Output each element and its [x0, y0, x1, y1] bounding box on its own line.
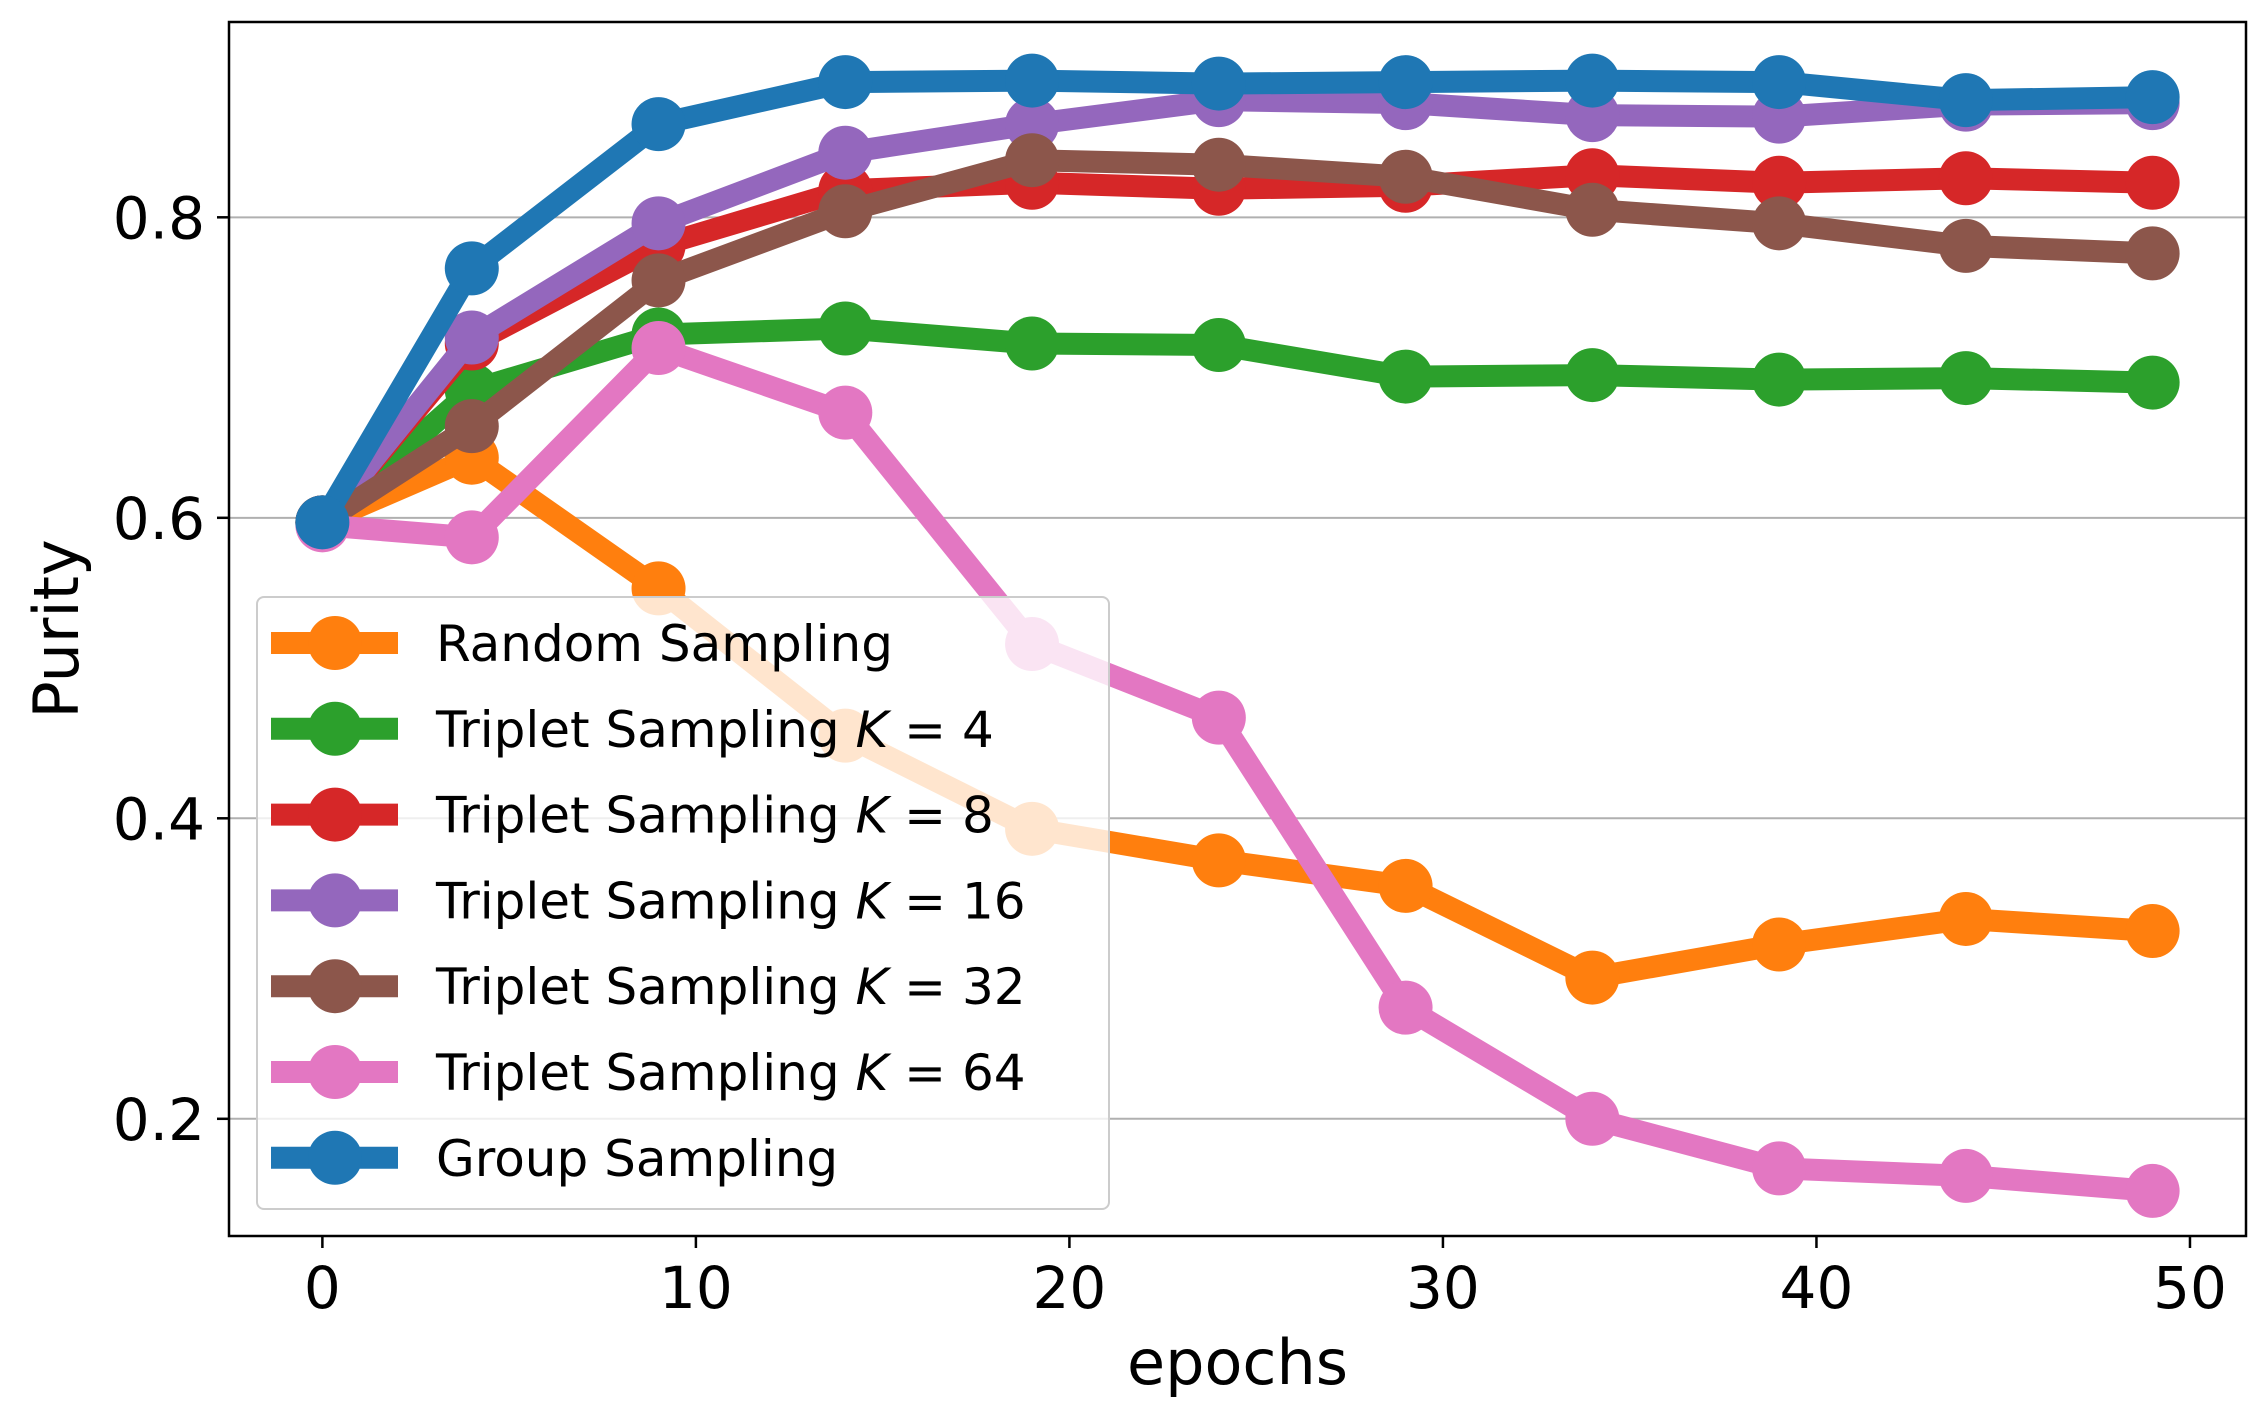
data-point	[1752, 155, 1807, 210]
legend-box	[256, 596, 1110, 1210]
data-point	[2125, 355, 2180, 410]
data-point	[1378, 980, 1433, 1035]
data-point	[818, 385, 873, 440]
data-point	[444, 310, 499, 365]
legend-marker	[308, 787, 362, 842]
axes-frame	[227, 20, 2248, 1238]
data-point	[1005, 316, 1060, 371]
legend: Random Sampling Triplet Sampling K = 4 Tri…	[256, 596, 1110, 1210]
y-tick-label: 0.4	[113, 785, 205, 853]
data-point	[631, 321, 686, 376]
data-point	[818, 301, 873, 356]
data-point	[1565, 348, 1620, 403]
data-point	[1752, 917, 1807, 972]
data-point	[631, 253, 686, 308]
data-point	[444, 241, 499, 296]
data-point	[2125, 155, 2180, 210]
data-point	[1565, 950, 1620, 1005]
legend-item-5: Triplet Sampling K = 64	[271, 1044, 1026, 1102]
data-point	[818, 184, 873, 239]
x-tick-label: 40	[1780, 1254, 1854, 1322]
data-point	[1565, 53, 1620, 108]
legend-item-4: Triplet Sampling K = 32	[271, 958, 1026, 1016]
legend-label: Group Sampling	[436, 1130, 838, 1188]
x-tick-label: 20	[1033, 1254, 1107, 1322]
data-point	[818, 55, 873, 110]
data-point	[2125, 903, 2180, 958]
data-point	[1938, 891, 1993, 946]
data-point	[1191, 56, 1246, 111]
data-point	[1938, 73, 1993, 128]
x-tick-label: 10	[659, 1254, 733, 1322]
y-axis-label: Purity	[20, 539, 93, 718]
legend-item-6: Group Sampling	[271, 1130, 838, 1188]
data-point	[1565, 182, 1620, 237]
legend-marker	[308, 959, 362, 1014]
data-point	[2125, 70, 2180, 125]
y-tick-label: 0.6	[113, 485, 205, 553]
legend-item-2: Triplet Sampling K = 8	[271, 787, 994, 845]
legend-label: Triplet Sampling K = 16	[435, 872, 1026, 930]
data-point	[1378, 55, 1433, 110]
legend-label: Triplet Sampling K = 8	[435, 787, 994, 845]
legend-label: Triplet Sampling K = 32	[435, 958, 1026, 1016]
data-point	[2125, 226, 2180, 281]
data-point	[1191, 690, 1246, 745]
data-point	[1752, 352, 1807, 407]
data-point	[1752, 55, 1807, 110]
data-point	[1938, 151, 1993, 206]
x-tick-label: 30	[1406, 1254, 1480, 1322]
legend-marker	[308, 1045, 362, 1099]
data-point	[1191, 137, 1246, 192]
data-point	[631, 196, 686, 251]
legend-marker	[308, 616, 362, 670]
data-point	[1005, 133, 1060, 188]
data-point	[818, 125, 873, 180]
legend-label: Random Sampling	[436, 615, 893, 673]
data-point	[1565, 1091, 1620, 1146]
legend-item-3: Triplet Sampling K = 16	[271, 872, 1026, 930]
y-tick-label: 0.8	[113, 184, 205, 252]
data-point	[1378, 858, 1433, 913]
data-point	[2125, 1163, 2180, 1218]
legend-item-1: Triplet Sampling K = 4	[271, 701, 994, 759]
data-point	[1191, 833, 1246, 888]
data-point	[1191, 318, 1246, 373]
data-point	[1005, 53, 1060, 108]
x-tick-label: 0	[304, 1254, 341, 1322]
legend-marker	[308, 1130, 362, 1185]
axes: 0 10 20 30 40 50 0.2 0.4 0.6 0.8 epochs Purity	[20, 20, 2248, 1399]
x-axis-label: epochs	[1127, 1326, 1348, 1399]
data-point	[1752, 1141, 1807, 1196]
legend-label: Triplet Sampling K = 64	[435, 1044, 1026, 1102]
series-4	[295, 133, 2180, 550]
data-point	[444, 510, 499, 565]
series-6	[295, 53, 2180, 550]
data-point	[1378, 349, 1433, 404]
y-tick-label: 0.2	[113, 1086, 205, 1154]
data-point	[1938, 351, 1993, 406]
legend-item-0: Random Sampling	[271, 615, 893, 673]
data-point	[1938, 218, 1993, 273]
legend-marker	[308, 873, 362, 928]
legend-marker	[308, 701, 362, 756]
data-point	[295, 495, 350, 550]
data-point	[1378, 149, 1433, 204]
data-point	[1752, 196, 1807, 251]
legend-label: Triplet Sampling K = 4	[435, 701, 994, 759]
data-point	[1938, 1148, 1993, 1203]
x-tick-label: 50	[2153, 1254, 2227, 1322]
data-point	[444, 399, 499, 454]
data-point	[631, 97, 686, 152]
